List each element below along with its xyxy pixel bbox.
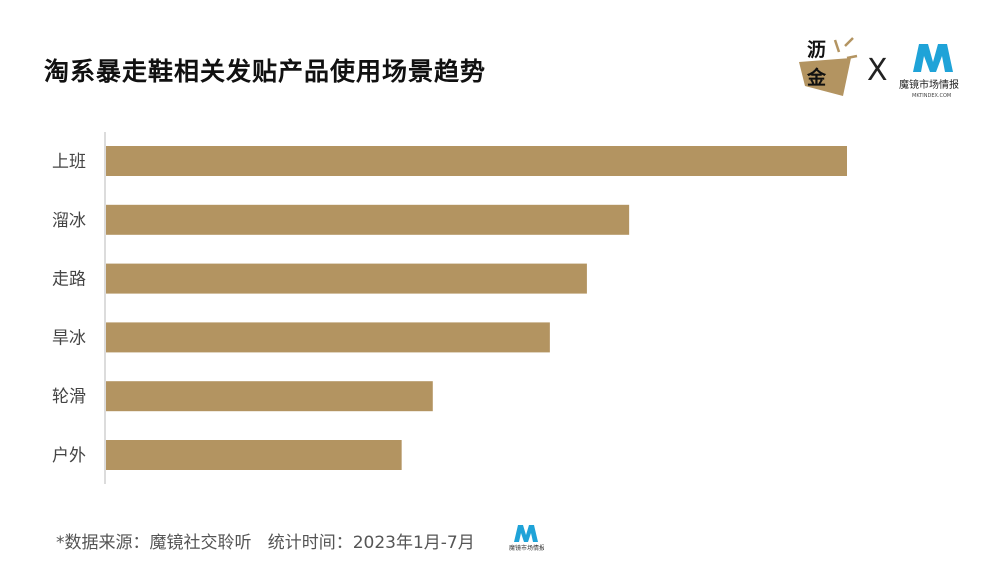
bar-0 [106,146,847,176]
bar-2 [106,263,587,294]
svg-text:沥: 沥 [807,39,826,61]
logo-group: 沥 金 X 魔镜市场情报 MKTINDEX.COM [799,37,959,99]
svg-text:魔镜市场情报: 魔镜市场情报 [899,78,959,91]
mktindex-logo: 魔镜市场情报 MKTINDEX.COM [899,44,959,99]
source-note: *数据来源：魔镜社交聆听 [56,533,252,553]
category-label: 走路 [52,270,86,290]
logo-separator: X [867,53,888,88]
svg-text:魔镜市场情报: 魔镜市场情报 [509,544,544,552]
brand-logos: 沥 金 X 魔镜市场情报 MKTINDEX.COM [795,36,970,101]
bar-3 [106,322,550,353]
category-label: 上班 [52,152,86,172]
chart-footer: *数据来源：魔镜社交聆听 统计时间：2023年1月-7月 [56,528,475,553]
category-label: 户外 [52,446,86,466]
footer-mktindex-logo: 魔镜市场情报 [509,525,544,552]
bar-4 [106,381,433,412]
bar-5 [106,440,402,470]
period-note: 统计时间：2023年1月-7月 [267,533,475,553]
lijin-logo: 沥 金 [799,37,858,96]
category-label: 轮滑 [52,387,86,407]
bar-1 [106,204,630,235]
svg-text:金: 金 [806,66,827,89]
svg-text:MKTINDEX.COM: MKTINDEX.COM [912,93,951,99]
category-label: 溜冰 [52,211,86,231]
chart-title: 淘系暴走鞋相关发贴产品使用场景趋势 [44,57,487,86]
category-label: 旱冰 [52,328,86,348]
